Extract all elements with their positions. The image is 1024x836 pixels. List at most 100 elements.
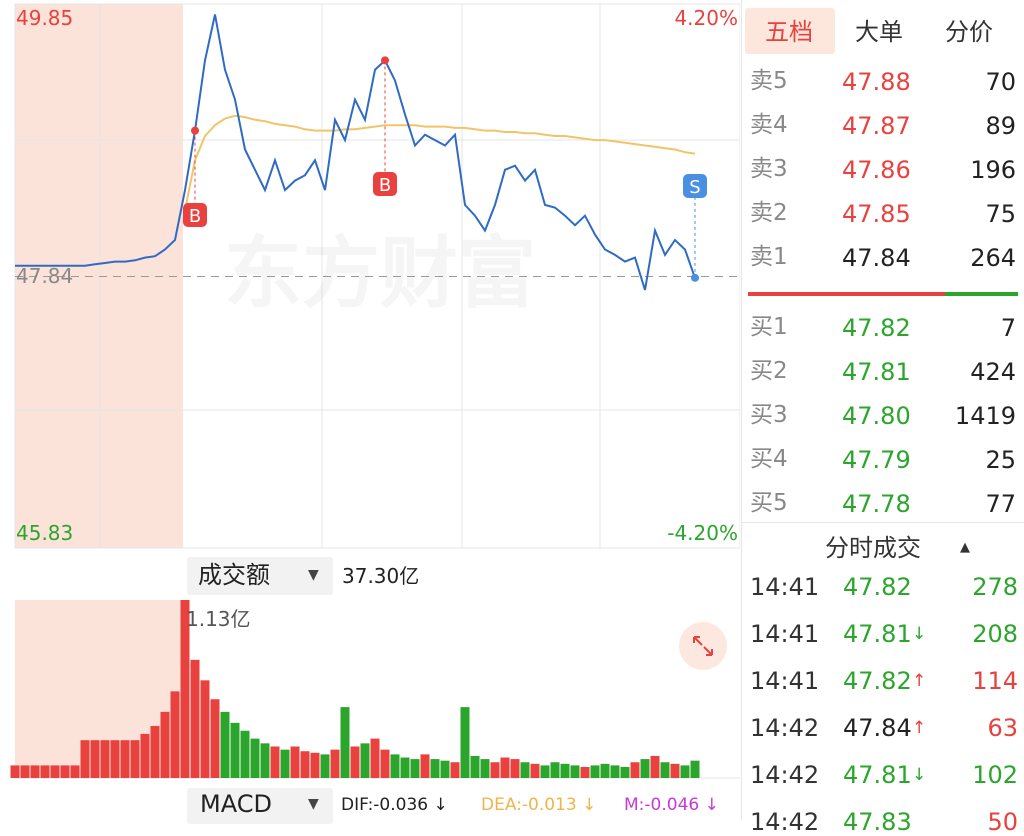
dropdown-arrow: ▼: [308, 567, 319, 583]
book-qty: 75: [985, 200, 1016, 228]
volume-bar: [40, 765, 50, 778]
volume-bar: [600, 763, 610, 778]
marker-dot: [381, 56, 389, 65]
marker-badge: [183, 203, 207, 227]
trade-time: 14:41: [750, 620, 820, 648]
volume-bar: [160, 711, 170, 778]
macd-dif: DIF:-0.036 ↓: [341, 795, 448, 815]
trade-qty: 50: [987, 808, 1018, 836]
dropdown-arrow: ▼: [308, 796, 319, 812]
watermark: 东方财富: [224, 229, 536, 319]
book-qty: 89: [985, 112, 1016, 140]
expand-arrows: [693, 636, 713, 656]
volume-bar: [220, 711, 230, 778]
volume-bar: [680, 765, 690, 778]
active-tab[interactable]: [745, 8, 835, 54]
volume-bar: [670, 763, 680, 778]
volume-bar: [180, 600, 190, 778]
book-label: 买2: [750, 358, 788, 384]
tab[interactable]: 大单: [855, 18, 903, 46]
expand-icon[interactable]: [679, 622, 727, 670]
volume-bar: [60, 765, 70, 778]
volume-bar: [440, 760, 450, 778]
volume-chart: [10, 600, 740, 779]
avg-line: [184, 114, 696, 211]
trade-qty: 114: [972, 667, 1018, 695]
volume-bar: [480, 759, 490, 778]
trade-price: 47.83: [843, 808, 912, 836]
trade-time: 14:41: [750, 573, 820, 601]
trades-title[interactable]: 分时成交: [825, 534, 921, 562]
volume-bar: [520, 762, 530, 778]
volume-bar: [330, 749, 340, 778]
metric-dropdown[interactable]: [187, 557, 333, 595]
marker-dot: [191, 126, 199, 135]
trade-qty: 278: [972, 573, 1018, 601]
trade-arrow: ↓: [912, 765, 927, 785]
volume-bar: [550, 762, 560, 778]
volume-bar: [560, 763, 570, 778]
book-price: 47.81: [842, 358, 911, 386]
volume-bar: [230, 722, 240, 778]
marker-badge: [373, 172, 397, 196]
volume-bar: [360, 743, 370, 778]
book-price: 47.78: [842, 490, 911, 518]
sort-icon: ▲: [960, 540, 970, 555]
y-min: 45.83: [16, 521, 74, 545]
volume-total: 37.30亿: [342, 564, 420, 588]
macd-m: M:-0.046 ↓: [624, 795, 719, 815]
trade-price: 47.81: [843, 761, 912, 789]
volume-bar: [420, 754, 430, 778]
price-chart: 东方财富 B B S: [14, 3, 740, 549]
volume-bar: [630, 762, 640, 778]
price-line: [15, 14, 696, 291]
trade-qty: 102: [972, 761, 1018, 789]
trade-price: 47.81: [843, 620, 912, 648]
y-max: 49.85: [16, 6, 74, 30]
book-label: 卖4: [750, 112, 788, 138]
marker-label: S: [689, 177, 700, 198]
volume-bar: [580, 766, 590, 778]
volume-bar: [240, 730, 250, 778]
marker-label: B: [189, 206, 201, 227]
book-label: 买4: [750, 446, 788, 472]
book-label: 买3: [750, 402, 788, 428]
book-label: 卖2: [750, 200, 788, 226]
book-price: 47.86: [842, 156, 911, 184]
trade-price: 47.84: [843, 714, 912, 742]
trade-price: 47.82: [843, 573, 912, 601]
volume-bar: [650, 755, 660, 778]
volume-bar: [270, 746, 280, 778]
volume-bar: [120, 740, 130, 778]
book-qty: 1419: [954, 402, 1016, 430]
book-label: 卖5: [750, 68, 788, 94]
marker-dot: [691, 273, 699, 282]
tab[interactable]: 五档: [765, 18, 813, 46]
volume-bar: [210, 699, 220, 778]
trade-qty: 208: [972, 620, 1018, 648]
marker-label: B: [379, 175, 391, 196]
volume-bar: [320, 754, 330, 778]
volume-bar: [690, 760, 700, 778]
macd-dea: DEA:-0.013 ↓: [481, 795, 597, 815]
volume-bar: [100, 740, 110, 778]
volume-bar: [660, 762, 670, 778]
trade-time: 14:42: [750, 761, 820, 789]
book-price: 47.88: [842, 68, 911, 96]
tab[interactable]: 分价: [945, 18, 993, 46]
book-qty: 77: [985, 490, 1016, 518]
volume-bar: [200, 680, 210, 778]
volume-bar: [570, 765, 580, 778]
volume-bar: [620, 766, 630, 778]
book-price: 47.80: [842, 402, 911, 430]
volume-bar: [10, 765, 20, 778]
volume-bar: [400, 757, 410, 778]
book-label: 卖1: [750, 244, 788, 270]
ref-price: 47.84: [16, 264, 74, 288]
volume-bar: [640, 759, 650, 778]
volume-bar: [470, 755, 480, 778]
volume-bar: [390, 754, 400, 778]
macd-dropdown[interactable]: [187, 788, 333, 824]
book-qty: 424: [970, 358, 1016, 386]
